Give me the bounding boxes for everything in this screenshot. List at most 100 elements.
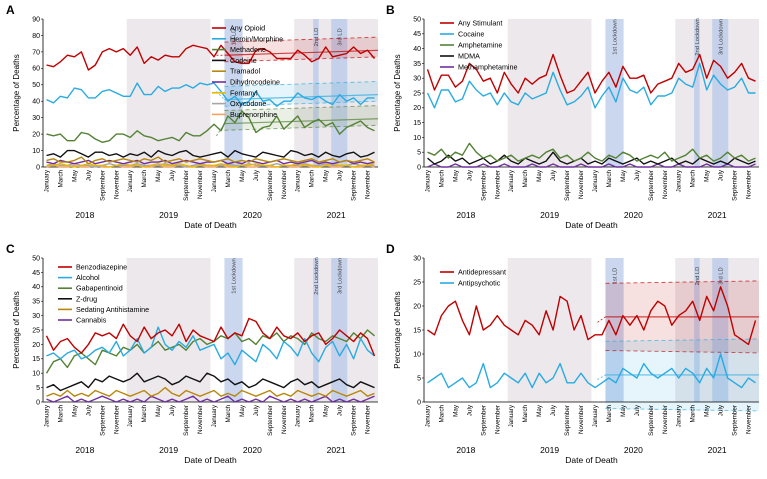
trend-connector [597, 316, 606, 323]
y-axis-label: Percentage of Deaths [12, 291, 21, 368]
month-tick-label: November [578, 405, 585, 434]
year-label: 2019 [540, 445, 559, 455]
legend-label: Methamphetamine [458, 63, 518, 72]
month-tick-label: January [295, 404, 302, 427]
y-tick-label: 20 [413, 303, 421, 310]
month-tick-label: November [578, 170, 585, 199]
lockdown-band [313, 258, 319, 402]
month-tick-label: March [225, 170, 232, 188]
month-tick-label: May [239, 169, 246, 182]
month-tick-label: September [732, 405, 739, 436]
legend-label: Antipsychotic [458, 279, 501, 288]
month-tick-label: January [211, 169, 218, 192]
trend-lower [224, 100, 379, 107]
month-tick-label: January [211, 404, 218, 427]
month-tick-label: September [732, 170, 739, 201]
month-tick-label: March [438, 405, 445, 423]
series-line-methadone [46, 110, 375, 144]
y-tick-label: 40 [32, 284, 40, 291]
x-axis-label: Date of Death [565, 220, 618, 230]
month-tick-label: May [452, 404, 459, 417]
trend-lower [605, 408, 760, 412]
year-label: 2020 [243, 445, 262, 455]
trend-band [224, 81, 378, 107]
legend-label: Benzodiazepine [76, 263, 127, 272]
month-tick-label: September [267, 170, 274, 201]
y-tick-label: 20 [32, 342, 40, 349]
month-tick-label: September [183, 405, 190, 436]
month-tick-label: March [690, 405, 697, 423]
month-tick-label: May [536, 169, 543, 182]
legend-label: Any Opioid [230, 24, 265, 33]
month-tick-label: September [480, 170, 487, 201]
month-tick-label: July [466, 169, 473, 181]
month-tick-label: January [508, 169, 515, 192]
month-tick-label: January [295, 169, 302, 192]
month-tick-label: January [592, 404, 599, 427]
y-tick-label: 15 [32, 356, 40, 363]
series-line-any-opioid [46, 44, 376, 71]
legend-label: Z-drug [76, 294, 97, 303]
year-label: 2021 [327, 210, 346, 220]
month-tick-label: March [309, 405, 316, 423]
y-tick-label: 15 [413, 327, 421, 334]
panel-label: C [6, 242, 15, 256]
y-tick-label: 30 [32, 313, 40, 320]
y-tick-label: 5 [417, 150, 421, 157]
year-label: 2020 [624, 210, 643, 220]
legend-label: Codeine [230, 56, 257, 65]
series-line-antipsychotic [427, 353, 756, 389]
legend-label: Sedating Antihistamine [76, 305, 149, 314]
month-tick-label: July [337, 404, 344, 416]
lockdown-label: 3rd Lockdown [337, 258, 343, 294]
month-tick-label: January [43, 169, 50, 192]
month-tick-label: July [718, 404, 725, 416]
y-axis-label: Percentage of Deaths [393, 291, 402, 368]
legend-label: Antidepressant [458, 268, 506, 277]
month-tick-label: November [494, 405, 501, 434]
series-line-benzodiazepine [45, 317, 376, 357]
lockdown-label: 2nd Lockdown [314, 257, 320, 294]
month-tick-label: March [606, 170, 613, 188]
year-label: 2021 [708, 445, 727, 455]
month-tick-label: March [225, 405, 232, 423]
lockdown-band [605, 19, 624, 167]
year-label: 2020 [243, 210, 262, 220]
lockdown-band [605, 258, 624, 402]
series-line-heroin-morphine [46, 82, 375, 107]
legend-label: MDMA [458, 52, 480, 61]
month-tick-label: September [648, 170, 655, 201]
month-tick-label: May [323, 169, 330, 182]
panel-b: 1st Lockdown 2nd Lockdown 3rd Lockdown 0 5 10… [386, 3, 759, 230]
month-tick-label: November [662, 405, 669, 434]
month-tick-label: January [676, 404, 683, 427]
month-tick-label: March [57, 405, 64, 423]
y-tick-label: 5 [417, 375, 421, 382]
month-tick-label: May [323, 404, 330, 417]
month-tick-label: May [155, 404, 162, 417]
month-tick-label: March [522, 170, 529, 188]
month-tick-label: November [746, 170, 753, 199]
trend-upper [605, 338, 760, 342]
month-tick-label: September [480, 405, 487, 436]
month-tick-label: November [662, 170, 669, 199]
y-tick-label: 50 [32, 82, 40, 89]
legend-label: Cannabis [76, 316, 107, 325]
year-label: 2020 [624, 445, 643, 455]
y-tick-label: 30 [413, 76, 421, 83]
lockdown-label: 1st LD [232, 29, 238, 46]
lockdown-band [313, 19, 319, 167]
panel-label: B [386, 3, 395, 17]
month-tick-label: May [704, 169, 711, 182]
trend-upper [224, 81, 379, 87]
month-tick-label: May [71, 404, 78, 417]
series-line-sedating-antihistamine [46, 386, 375, 397]
lockdown-label: 2nd LD [695, 267, 701, 286]
month-tick-label: May [620, 404, 627, 417]
legend-label: Oxycodone [230, 99, 266, 108]
month-tick-label: May [536, 404, 543, 417]
y-tick-label: 60 [32, 66, 40, 73]
y-tick-label: 30 [32, 115, 40, 122]
year-label: 2018 [75, 445, 94, 455]
